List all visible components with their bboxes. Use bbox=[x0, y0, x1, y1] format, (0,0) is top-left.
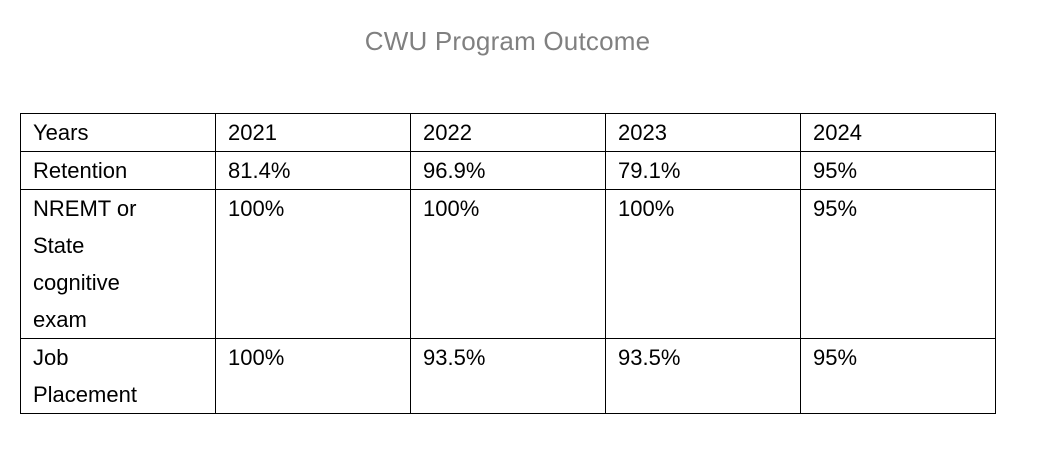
value-cell: 93.5% bbox=[410, 338, 606, 414]
row-label-cell: Retention bbox=[20, 151, 216, 190]
value-cell: 100% bbox=[215, 189, 411, 339]
program-outcome-table: Years 2021 2022 2023 2024 Retention 81.4… bbox=[20, 113, 996, 414]
table-row-retention: Retention 81.4% 96.9% 79.1% 95% bbox=[20, 151, 996, 190]
header-cell-2022: 2022 bbox=[410, 113, 606, 152]
header-cell-years: Years bbox=[20, 113, 216, 152]
value-cell: 95% bbox=[800, 338, 996, 414]
value-cell: 95% bbox=[800, 151, 996, 190]
row-label-cell: NREMT or State cognitive exam bbox=[20, 189, 216, 339]
value-cell: 95% bbox=[800, 189, 996, 339]
value-cell: 100% bbox=[215, 338, 411, 414]
table-row-job-placement: Job Placement 100% 93.5% 93.5% 95% bbox=[20, 338, 996, 414]
table-row-nremt-exam: NREMT or State cognitive exam 100% 100% … bbox=[20, 189, 996, 339]
value-cell: 100% bbox=[410, 189, 606, 339]
page-title: CWU Program Outcome bbox=[364, 26, 651, 56]
row-label-cell: Job Placement bbox=[20, 338, 216, 414]
header-cell-2024: 2024 bbox=[800, 113, 996, 152]
header-cell-2021: 2021 bbox=[215, 113, 411, 152]
header-cell-2023: 2023 bbox=[605, 113, 801, 152]
value-cell: 100% bbox=[605, 189, 801, 339]
value-cell: 96.9% bbox=[410, 151, 606, 190]
value-cell: 81.4% bbox=[215, 151, 411, 190]
table-header-row: Years 2021 2022 2023 2024 bbox=[20, 113, 996, 152]
value-cell: 93.5% bbox=[605, 338, 801, 414]
value-cell: 79.1% bbox=[605, 151, 801, 190]
